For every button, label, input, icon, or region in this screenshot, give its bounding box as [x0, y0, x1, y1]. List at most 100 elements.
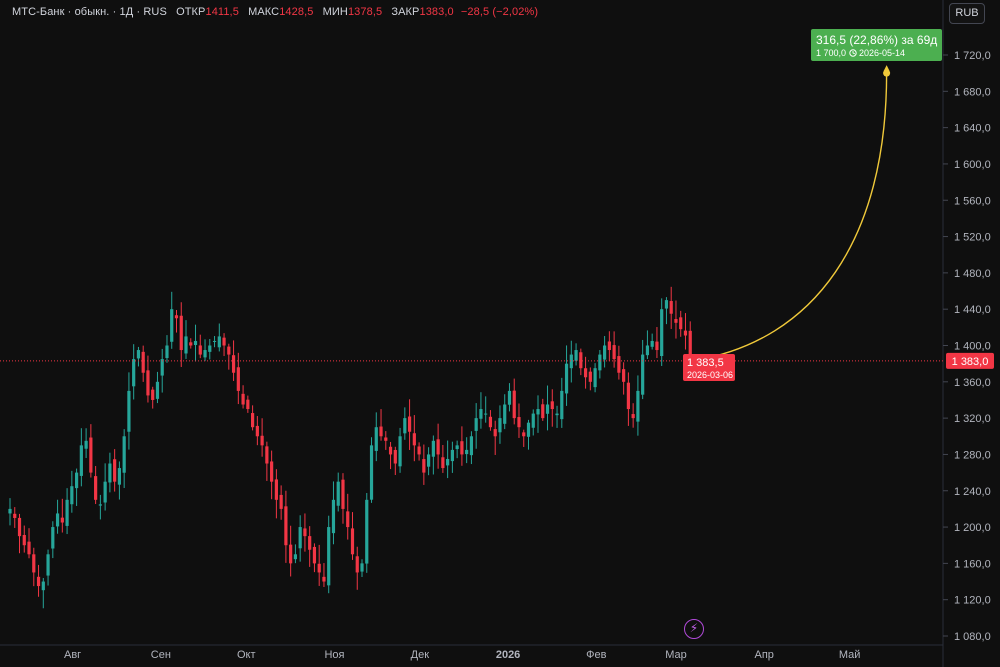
candle: [484, 396, 488, 423]
svg-text:1 700,0: 1 700,0: [816, 48, 846, 58]
svg-text:1 383,5: 1 383,5: [687, 357, 724, 369]
y-tick-label: 1 480,0: [954, 268, 991, 280]
currency-button[interactable]: RUB: [949, 3, 985, 24]
candle: [446, 440, 450, 479]
candle: [189, 338, 193, 349]
candle: [555, 405, 559, 428]
candle: [241, 385, 245, 409]
candle: [593, 363, 597, 393]
candle: [308, 526, 312, 567]
candle: [636, 375, 640, 436]
flag-icon[interactable]: [883, 65, 891, 77]
candle: [465, 437, 469, 464]
candle: [289, 525, 293, 577]
candle: [660, 298, 664, 366]
candle: [17, 513, 22, 554]
candle: [541, 398, 545, 421]
candle: [626, 372, 630, 426]
candle: [227, 343, 231, 370]
candle: [103, 463, 107, 511]
candle: [598, 350, 602, 379]
candle: [664, 297, 669, 325]
y-tick-label: 1 640,0: [954, 123, 991, 135]
y-tick-label: 1 600,0: [954, 159, 991, 171]
candle: [127, 372, 131, 450]
candle: [450, 441, 454, 473]
candle: [27, 528, 31, 559]
x-tick-label: 2026: [496, 649, 520, 661]
y-tick-label: 1 400,0: [954, 341, 991, 353]
price-axis[interactable]: 1 080,0 1 120,0 1 160,0 1 200,0 1 240,0 1 280…: [943, 50, 991, 643]
candle: [583, 356, 588, 389]
candle: [564, 345, 569, 406]
candle: [41, 577, 45, 609]
candle: [645, 330, 650, 359]
lightning-icon[interactable]: ⚡: [684, 619, 704, 639]
x-tick-label: Авг: [64, 649, 81, 661]
candle: [170, 291, 174, 349]
svg-text:316,5 (22,86%) за 69д: 316,5 (22,86%) за 69д: [816, 33, 937, 47]
high-value: 1428,5: [279, 6, 314, 18]
y-tick-label: 1 440,0: [954, 304, 991, 316]
candle: [341, 473, 345, 524]
candle: [84, 428, 88, 459]
low-label: МИН: [322, 6, 348, 18]
candle: [569, 340, 573, 383]
x-tick-label: Ноя: [324, 649, 344, 661]
change-value: −28,5 (−2,02%): [460, 6, 539, 18]
y-tick-label: 1 080,0: [954, 631, 991, 643]
candle: [46, 549, 50, 586]
candle: [184, 320, 188, 359]
candle: [365, 493, 369, 573]
candle: [507, 383, 512, 412]
candle: [379, 409, 383, 441]
candle: [384, 431, 388, 450]
candle: [403, 407, 407, 440]
y-tick-label: 1 680,0: [954, 86, 991, 98]
projection-curve[interactable]: [694, 73, 888, 362]
candle: [669, 286, 673, 329]
candle: [117, 461, 122, 500]
candle: [631, 403, 635, 428]
y-tick-label: 1 520,0: [954, 232, 991, 244]
candle: [270, 450, 274, 500]
candle: [493, 420, 497, 455]
candle: [155, 371, 160, 404]
y-tick-label: 1 560,0: [954, 195, 991, 207]
candle: [322, 563, 326, 588]
candle: [160, 348, 164, 393]
candle: [317, 544, 321, 586]
x-tick-label: Мар: [665, 649, 687, 661]
candle: [94, 466, 98, 505]
candle: [355, 546, 359, 590]
candle: [89, 424, 93, 478]
candle: [617, 345, 621, 380]
x-tick-label: Сен: [151, 649, 171, 661]
candle: [441, 444, 445, 473]
x-tick-label: Окт: [237, 649, 256, 661]
candle: [560, 377, 564, 428]
candle: [498, 405, 502, 444]
candle: [236, 352, 240, 405]
time-axis[interactable]: Авг Сен Окт Ноя Дек 2026 Фев Мар Апр Май: [64, 649, 860, 661]
candle: [622, 362, 626, 395]
low-value: 1378,5: [347, 6, 383, 18]
symbol-name[interactable]: МТС-Банк · обыкн. · 1Д · RUS: [12, 6, 167, 18]
chart-grid: [0, 0, 944, 667]
candle: [336, 472, 340, 512]
candle: [174, 309, 179, 333]
candle: [503, 394, 507, 430]
candle: [331, 481, 336, 545]
y-tick-label: 1 720,0: [954, 50, 991, 62]
candle: [8, 498, 12, 526]
y-tick-label: 1 240,0: [954, 486, 991, 498]
candle: [650, 333, 654, 350]
candle: [65, 488, 69, 535]
candle: [198, 334, 202, 359]
x-tick-label: Май: [839, 649, 861, 661]
candle: [603, 336, 607, 368]
candle: [407, 399, 412, 450]
candle: [531, 409, 535, 436]
